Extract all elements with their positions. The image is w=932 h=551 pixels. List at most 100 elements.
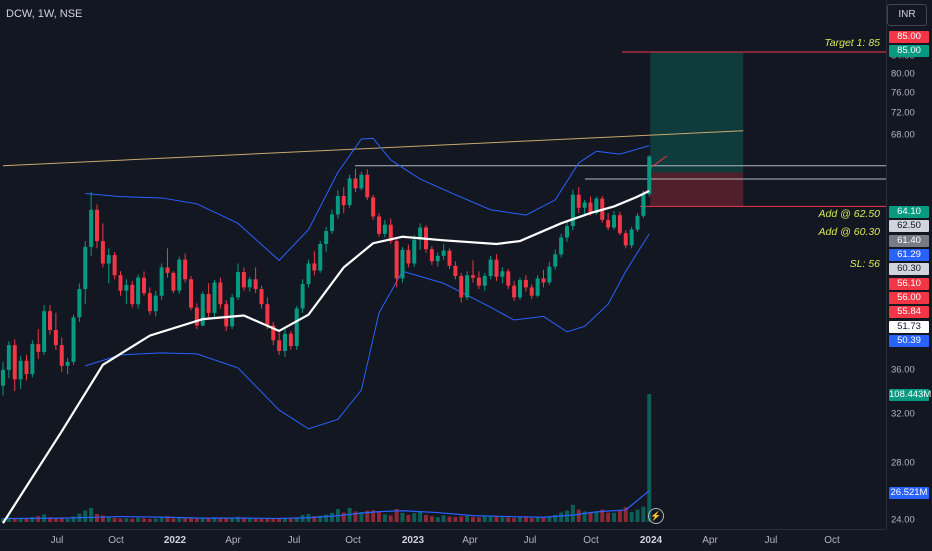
volume-bar	[12, 517, 17, 522]
candle-body	[48, 311, 52, 331]
volume-bar	[382, 514, 387, 522]
lightning-icon[interactable]: ⚡	[648, 508, 664, 524]
time-tick: 2023	[401, 535, 425, 546]
target-zone	[650, 52, 744, 173]
candle-body	[159, 267, 164, 296]
price-tick: 32.00	[891, 408, 915, 420]
volume-bar	[324, 514, 329, 522]
volume-bar	[406, 514, 411, 522]
price-label: 51.73	[889, 321, 929, 333]
volume-ma-line	[2, 490, 650, 520]
volume-bar	[218, 518, 223, 522]
volume-bar	[253, 518, 258, 522]
volume-bar	[565, 510, 569, 522]
time-tick: Jul	[764, 535, 778, 546]
price-label: 85.00	[889, 31, 929, 43]
candle-body	[294, 308, 299, 347]
price-label: 56.00	[889, 292, 929, 304]
volume-bar	[388, 515, 393, 522]
volume-bar	[359, 511, 364, 522]
volume-bar	[588, 511, 593, 522]
candle-body	[453, 265, 458, 277]
time-tick: 2024	[639, 535, 663, 546]
candle-body	[95, 209, 99, 242]
candle-body	[312, 263, 317, 271]
currency-button[interactable]: INR	[887, 4, 927, 26]
candle-body	[465, 275, 470, 298]
volume-bar	[6, 517, 11, 522]
time-tick: Oct	[345, 535, 361, 546]
candle-body	[377, 216, 381, 234]
volume-bar	[394, 509, 399, 522]
volume-bar	[424, 514, 428, 522]
candle-body	[570, 194, 575, 227]
price-chart[interactable]	[0, 0, 886, 529]
candle-body	[541, 278, 546, 283]
candle-body	[200, 294, 205, 326]
price-label: 62.50	[889, 220, 929, 232]
candle-body	[647, 156, 652, 195]
stop-zone	[650, 172, 744, 207]
symbol-title[interactable]: DCW, 1W, NSE	[6, 8, 83, 20]
volume-bar	[318, 515, 323, 522]
candle-body	[206, 294, 211, 313]
candle-body	[518, 280, 522, 298]
candle-body	[71, 317, 76, 362]
candle-body	[435, 255, 440, 262]
volume-bar	[283, 518, 287, 522]
candle-body	[388, 224, 393, 242]
volume-bar	[241, 517, 246, 522]
price-tick: 80.00	[891, 68, 915, 80]
time-tick: Oct	[824, 535, 840, 546]
volume-bar	[529, 517, 534, 522]
candle-body	[582, 202, 587, 208]
candle-body	[629, 229, 634, 246]
candle-body	[406, 249, 411, 264]
candle-body	[12, 345, 17, 380]
candle-body	[565, 226, 569, 238]
volume-bar	[453, 517, 458, 522]
volume-bar	[183, 517, 188, 522]
candle-body	[500, 271, 505, 277]
candle-body	[177, 259, 182, 291]
volume-bar	[547, 516, 552, 522]
price-label: 108.443M	[889, 389, 932, 401]
candle-body	[506, 271, 511, 286]
candle-body	[65, 361, 70, 366]
volume-bar	[265, 518, 270, 522]
candle-body	[218, 282, 223, 305]
candle-body	[253, 279, 258, 290]
candle-body	[330, 214, 334, 232]
price-label: 56.10	[889, 278, 929, 290]
volume-bar	[230, 517, 235, 522]
volume-bar	[224, 518, 229, 522]
volume-bar	[471, 516, 475, 522]
candle-body	[189, 279, 193, 308]
time-tick: Oct	[108, 535, 124, 546]
candle-body	[335, 196, 340, 215]
volume-bar	[100, 515, 105, 522]
price-axis[interactable]: 84.0080.0076.0072.0068.0044.0036.0032.00…	[886, 0, 932, 529]
candle-body	[447, 250, 452, 266]
candle-body	[6, 345, 11, 370]
time-axis[interactable]: Jul Oct 2022 Apr Jul Oct 2023 Apr Jul Oct 2024 Apr J…	[0, 529, 886, 551]
volume-bar	[612, 512, 616, 522]
volume-bar	[18, 519, 23, 522]
volume-bar	[165, 516, 170, 522]
volume-bar	[494, 516, 499, 522]
candle-body	[641, 194, 646, 216]
volume-bar	[412, 513, 417, 522]
volume-bar	[1, 518, 5, 522]
volume-bar	[459, 516, 464, 522]
volume-bar	[200, 517, 205, 522]
candle-body	[594, 198, 599, 214]
candle-body	[212, 282, 217, 313]
volume-bar	[294, 517, 299, 522]
candle-body	[341, 196, 346, 206]
volume-bar	[271, 518, 276, 522]
volume-bar	[247, 518, 252, 522]
chart-area[interactable]: DCW, 1W, NSE Target 1: 85 Add @ 62.50 Ad…	[0, 0, 886, 529]
volume-bar	[570, 504, 575, 522]
volume-bar	[647, 394, 652, 522]
volume-bar	[136, 517, 141, 522]
